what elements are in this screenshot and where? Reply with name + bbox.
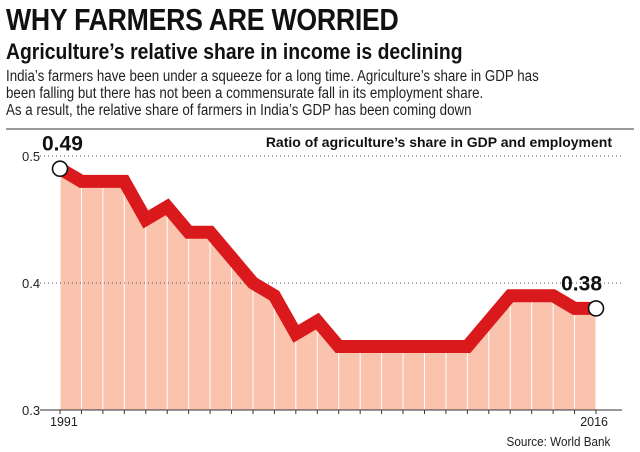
- chart-title: Ratio of agriculture’s share in GDP and …: [266, 134, 613, 150]
- headline: WHY FARMERS ARE WORRIED: [6, 2, 399, 37]
- subheadline: Agriculture’s relative share in income i…: [6, 39, 463, 64]
- intro-text: India’s farmers have been under a squeez…: [6, 68, 625, 119]
- y-tick-label: 0.4: [22, 276, 40, 291]
- series-line: [56, 163, 596, 353]
- intro-line: India’s farmers have been under a squeez…: [6, 68, 539, 85]
- value-annotation: 0.49: [42, 133, 83, 156]
- intro-line: As a result, the relative share of farme…: [6, 102, 472, 119]
- intro-line: been falling but there has not been a co…: [6, 85, 484, 102]
- y-tick-label: 0.3: [22, 403, 40, 418]
- value-annotation: 0.38: [561, 272, 602, 295]
- source-note: Source: World Bank: [506, 434, 610, 449]
- x-tick-label: 1991: [50, 415, 78, 429]
- y-tick-label: 0.5: [22, 149, 40, 164]
- x-tick-label: 2016: [580, 415, 608, 429]
- endpoint-marker: [51, 160, 69, 177]
- endpoint-marker: [587, 300, 605, 317]
